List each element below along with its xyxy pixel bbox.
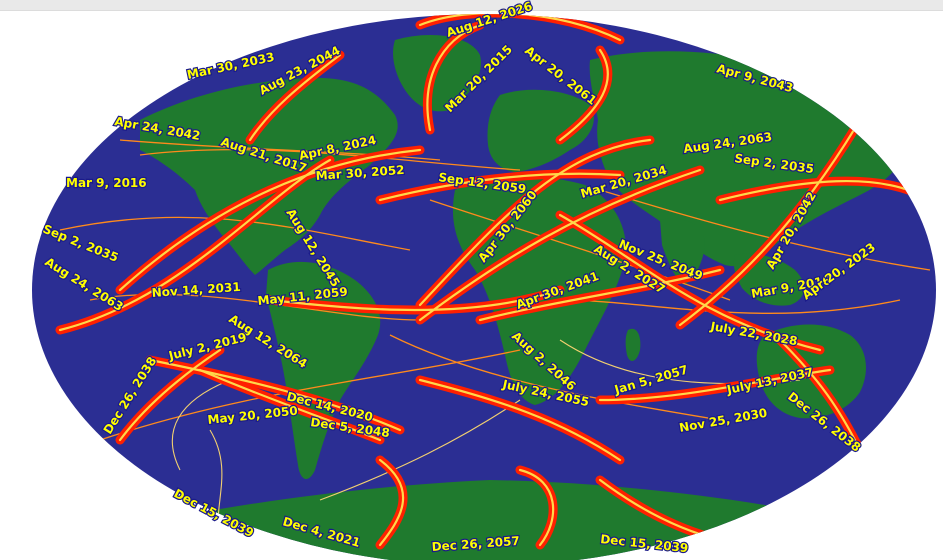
south-america <box>266 261 381 480</box>
eclipse-label: Mar 30, 2052 <box>315 163 405 183</box>
india <box>660 218 705 285</box>
madagascar <box>625 328 641 362</box>
africa <box>452 176 626 405</box>
eclipse-label: Mar 9, 2016 <box>66 176 147 190</box>
europe <box>487 89 594 172</box>
north-america <box>140 77 398 275</box>
eclipse-paths <box>55 14 935 560</box>
eclipse-label: Dec 26, 2057 <box>431 534 520 554</box>
top-bar <box>0 0 943 11</box>
